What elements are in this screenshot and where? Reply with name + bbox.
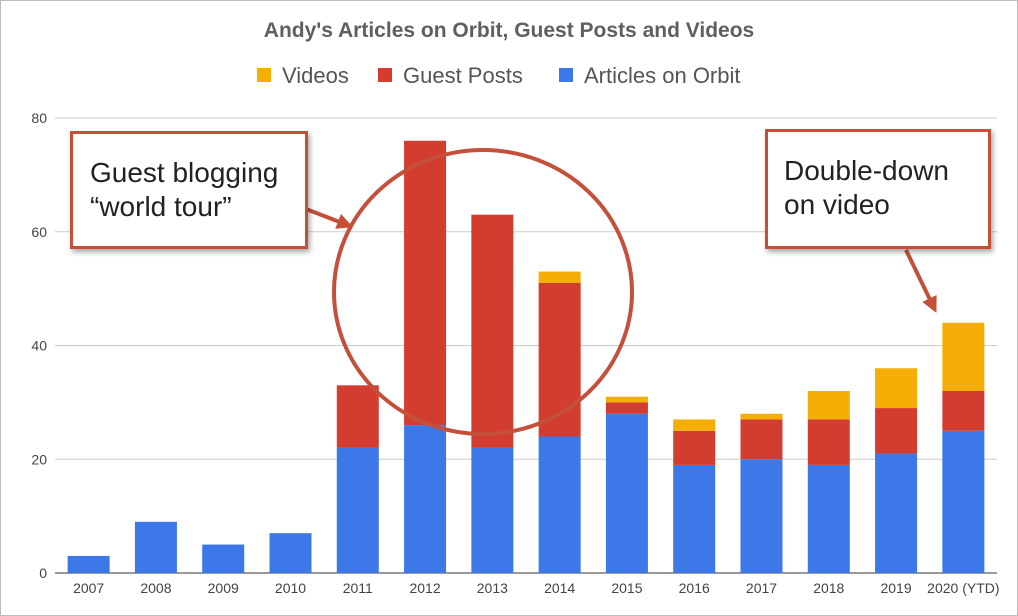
bar-articles-on-orbit-2012 (404, 425, 447, 573)
x-tick-label: 2011 (343, 580, 373, 596)
bar-videos-2018 (807, 391, 850, 420)
y-tick-label: 40 (31, 338, 47, 354)
y-tick-label: 0 (39, 565, 47, 581)
y-tick-label: 80 (31, 110, 47, 126)
bar-guest-posts-2016 (673, 430, 716, 465)
annotation-guest-line-1: Guest blogging (90, 157, 279, 188)
bar-guest-posts-2019 (875, 408, 918, 454)
y-tick-label: 60 (31, 224, 47, 240)
chart-title: Andy's Articles on Orbit, Guest Posts an… (264, 19, 754, 42)
annotation-video-line-2: on video (784, 189, 890, 220)
bar-videos-2016 (673, 419, 716, 431)
arrow-double-down (904, 249, 937, 313)
x-tick-label: 2009 (208, 580, 239, 596)
annotation-guest-blogging: Guest blogging “world tour” (70, 131, 308, 249)
x-axis: 2007 2008 2009 2010 2011 2012 2013 2014 2015 2016… (73, 580, 999, 596)
bar-guest-posts-2020-ytd (942, 391, 985, 431)
bar-articles-on-orbit-2018 (807, 464, 850, 573)
bar-videos-2015 (605, 396, 648, 403)
x-tick-label: 2018 (813, 580, 844, 596)
bar-videos-2019 (875, 368, 918, 409)
bar-articles-on-orbit-2016 (673, 464, 716, 573)
bar-videos-2020-ytd (942, 322, 985, 391)
x-tick-label: 2012 (409, 580, 440, 596)
legend-swatch-articles-on-orbit (559, 68, 573, 82)
x-tick-label: 2013 (477, 580, 508, 596)
x-tick-label: 2017 (746, 580, 777, 596)
annotation-double-down-video: Double-down on video (765, 129, 991, 249)
bar-articles-on-orbit-2007 (67, 555, 110, 573)
bar-videos-2014 (538, 271, 581, 283)
bar-articles-on-orbit-2008 (134, 521, 177, 573)
annotation-guest-line-2: “world tour” (90, 191, 232, 222)
bar-articles-on-orbit-2017 (740, 459, 783, 573)
y-axis: 0 20 40 60 80 (31, 110, 47, 581)
y-tick-label: 20 (31, 451, 47, 467)
highlight-circle (332, 148, 634, 436)
legend-label-videos: Videos (282, 63, 349, 88)
x-tick-label: 2015 (611, 580, 642, 596)
bars (67, 140, 985, 573)
bar-guest-posts-2014 (538, 282, 581, 437)
x-tick-label: 2019 (880, 580, 911, 596)
bar-articles-on-orbit-2015 (605, 413, 648, 573)
arrow-guest-blogging (305, 207, 353, 229)
legend-swatch-guest-posts (378, 68, 392, 82)
bar-articles-on-orbit-2013 (471, 447, 514, 573)
x-tick-label: 2008 (140, 580, 171, 596)
legend: Videos Guest Posts Articles on Orbit (257, 63, 741, 88)
bar-guest-posts-2013 (471, 214, 514, 448)
x-tick-label: 2007 (73, 580, 104, 596)
bar-articles-on-orbit-2009 (202, 544, 245, 573)
bar-articles-on-orbit-2011 (336, 447, 379, 573)
bar-guest-posts-2011 (336, 385, 379, 448)
bar-guest-posts-2018 (807, 419, 850, 465)
bar-guest-posts-2017 (740, 419, 783, 460)
bar-videos-2017 (740, 413, 783, 420)
legend-swatch-videos (257, 68, 271, 82)
x-tick-label: 2010 (275, 580, 306, 596)
annotation-shapes (305, 148, 937, 436)
x-tick-label: 2016 (679, 580, 710, 596)
bar-articles-on-orbit-2010 (269, 533, 312, 573)
bar-articles-on-orbit-2020-ytd (942, 430, 985, 573)
legend-label-articles-on-orbit: Articles on Orbit (584, 63, 741, 88)
bar-articles-on-orbit-2019 (875, 453, 918, 573)
legend-label-guest-posts: Guest Posts (403, 63, 523, 88)
bar-articles-on-orbit-2014 (538, 436, 581, 573)
bar-guest-posts-2012 (404, 140, 447, 426)
x-tick-label: 2020 (YTD) (927, 580, 999, 596)
annotation-video-line-1: Double-down (784, 155, 949, 186)
bar-guest-posts-2015 (605, 402, 648, 414)
x-tick-label: 2014 (544, 580, 575, 596)
